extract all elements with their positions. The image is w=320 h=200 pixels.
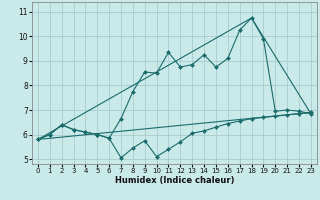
X-axis label: Humidex (Indice chaleur): Humidex (Indice chaleur): [115, 176, 234, 185]
